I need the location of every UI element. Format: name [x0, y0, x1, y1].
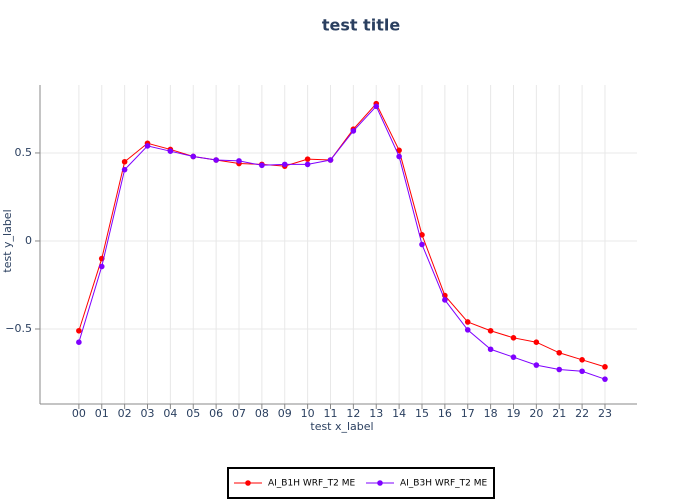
x-tick-label: 23 [598, 407, 612, 420]
data-point [121, 166, 128, 173]
x-tick-label: 22 [575, 407, 589, 420]
data-point [510, 335, 517, 341]
data-point [236, 158, 242, 164]
data-point [76, 339, 82, 346]
plot [76, 100, 608, 382]
x-tick-label: 16 [438, 407, 452, 420]
data-point [510, 354, 517, 360]
data-point [373, 103, 380, 110]
legend: AI_B1H WRF_T2 ME AI_B3H WRF_T2 ME [234, 479, 488, 489]
data-point [350, 128, 357, 134]
series-line [78, 105, 606, 380]
x-tick-label: 13 [369, 407, 383, 420]
x-tick-label: 17 [461, 407, 475, 420]
x-tick-label: 18 [484, 407, 498, 420]
x-tick-label: 10 [301, 407, 315, 420]
x-tick-label: 09 [278, 407, 292, 420]
data-point [259, 162, 265, 169]
x-tick-label: 11 [323, 407, 337, 420]
data-point [579, 368, 585, 375]
series-line [78, 102, 606, 368]
data-point [556, 366, 563, 373]
x-tick-label: 07 [232, 407, 246, 420]
x-tick-label: 14 [392, 407, 406, 420]
data-point [121, 158, 128, 165]
x-tick-label: 03 [141, 407, 155, 420]
data-point [487, 346, 494, 353]
data-point [281, 161, 288, 168]
x-tick-label: 19 [506, 407, 520, 420]
data-point [304, 156, 311, 162]
data-point [602, 376, 608, 382]
x-tick-label: 15 [415, 407, 429, 420]
data-point [556, 349, 563, 356]
data-point [396, 153, 402, 160]
grid: −0.5 0 0.5 00 01 02 03 04 05 06 07 08 09 10 11 12 13 14 15… [5, 85, 637, 420]
x-tick-label: 02 [118, 407, 132, 420]
x-tick-label: 08 [255, 407, 269, 420]
data-point [213, 157, 219, 163]
data-point [442, 297, 448, 303]
data-point [487, 327, 494, 334]
x-tick-label: 21 [552, 407, 566, 420]
data-point [464, 319, 471, 325]
data-point [533, 339, 540, 346]
data-point [98, 263, 105, 270]
legend-marker [245, 480, 251, 486]
x-tick-label: 00 [72, 407, 86, 420]
y-tick-label: −0.5 [5, 322, 32, 335]
data-point [327, 157, 334, 163]
data-point [190, 153, 197, 160]
x-tick-label: 04 [163, 407, 177, 420]
y-tick-label: 0 [25, 234, 32, 247]
data-point [304, 161, 311, 168]
x-tick-label: 01 [95, 407, 109, 420]
data-point [419, 232, 425, 238]
data-point [396, 147, 402, 154]
x-tick-label: 20 [529, 407, 543, 420]
legend-label: AI_B1H WRF_T2 ME [268, 479, 356, 489]
legend-marker [377, 480, 383, 486]
data-point [464, 327, 471, 333]
data-point [76, 327, 82, 334]
data-point [533, 362, 540, 368]
chart-title: test title [322, 16, 401, 35]
x-tick-label: 06 [209, 407, 223, 420]
data-point [419, 241, 425, 248]
data-point [167, 148, 174, 154]
y-axis-label: test y_label [1, 209, 14, 272]
data-point [144, 143, 151, 149]
x-tick-label: 12 [346, 407, 360, 420]
y-tick-label: 0.5 [15, 146, 33, 159]
data-point [579, 357, 585, 363]
legend-label: AI_B3H WRF_T2 ME [400, 479, 488, 489]
x-tick-label: 05 [186, 407, 200, 420]
data-point [602, 364, 608, 370]
x-axis-label: test x_label [310, 420, 373, 433]
legend-box [227, 467, 495, 499]
